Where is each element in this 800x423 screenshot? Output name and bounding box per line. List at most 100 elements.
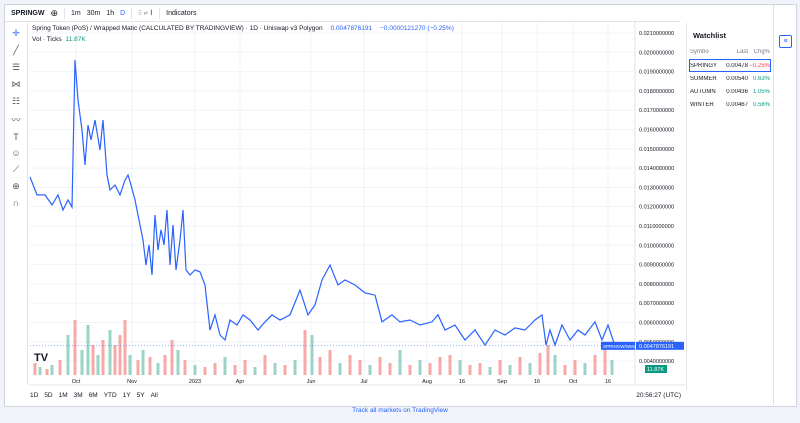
range[interactable]: All [150,391,158,399]
tool-emoji[interactable]: ☺ [11,148,21,158]
range[interactable]: YTD [103,391,117,399]
y-tick-label: 0.0040000000 [639,359,674,365]
range[interactable]: 1D [30,391,39,399]
tool-magnet[interactable]: ∩ [12,198,20,208]
volume-bar [388,363,392,375]
range[interactable]: 5Y [136,391,145,399]
tool-text[interactable]: T [13,132,19,142]
column-header: Chg% [753,48,770,55]
volume-bar [163,355,167,375]
interval[interactable]: 30m [86,9,101,17]
cell: 0.58% [752,101,770,108]
tool-cursor[interactable]: ✛ [12,28,20,38]
volume-bar [58,360,62,375]
add-symbol[interactable]: ⊕ [50,7,58,18]
volume-bar [113,345,117,375]
price-line [29,59,616,347]
y-tick-label: 0.0120000000 [639,205,674,211]
tool-ruler[interactable]: ⟋ [12,164,20,174]
range[interactable]: 6M [88,391,98,399]
tool-line[interactable]: ╱ [13,45,19,55]
volume-tag-label: 11.87K [647,367,664,373]
tool-fib[interactable]: ☰ [11,62,21,72]
range[interactable]: 5D [44,391,53,399]
chart-style[interactable]: ⫶⫶ ⩫ ⌇ [138,9,154,17]
y-tick-label: 0.0100000000 [639,243,674,249]
cell: 0.63% [752,75,770,82]
y-tick-label: 0.0080000000 [639,282,674,288]
x-tick-label: Sep [497,379,507,385]
cell: 0.00478 [726,62,748,69]
tool-pattern[interactable]: ⋈ [11,79,21,89]
interval[interactable]: 1m [71,9,81,17]
interval[interactable]: 1h [106,9,115,17]
volume-bar [193,365,197,375]
volume-bar [303,330,307,375]
watchlist-button[interactable]: ≡ [779,35,792,48]
volume-bar [66,335,70,375]
y-tick-label: 0.0160000000 [639,127,674,133]
volume-bar [223,357,227,375]
volume-bar [136,360,140,375]
volume-bar [33,363,37,375]
volume-bar [458,360,462,375]
volume-bar [73,320,77,375]
price-tag-label: 0.0047876191 [639,344,674,350]
separator [64,7,65,19]
indicators[interactable]: Indicators [166,9,197,17]
volume-bar [128,355,132,375]
volume-bar [273,363,277,375]
tool-zoom[interactable]: ⊕ [12,181,20,191]
volume-bar [233,365,237,375]
volume-bar [86,325,90,375]
volume-bar [118,335,122,375]
watchlist-row[interactable]: SUMMER 0.00540 0.63% [690,73,770,84]
volume-bar [573,360,577,375]
volume-bar [593,355,597,375]
tool-list: ✛ ╱ ☰ ⋈ ☷ 〰 T ☺ ⟋ ⊕ ∩ [5,23,27,208]
y-tick-label: 0.0110000000 [639,224,674,230]
volume-bar [183,360,187,375]
watchlist-row[interactable]: AUTUMN 0.00436 1.05% [690,86,770,97]
volume-bar [156,363,160,375]
column-header: Last [736,48,748,55]
volume-bar [528,363,532,375]
x-tick-label: Apr [236,379,245,385]
watchlist-row[interactable]: SPRINGY 0.00478 −0.25% [689,59,771,72]
tool-brush[interactable]: 〰 [11,115,21,125]
volume-bar [96,355,100,375]
separator [131,7,133,19]
toolbar: SPRINGW ⊕ 1m 30m 1h D ⫶⫶ ⩫ ⌇ Indicators [5,5,680,22]
cell: 0.00467 [726,101,748,108]
y-tick-label: 0.0070000000 [639,301,674,307]
x-tick-label: Oct [569,379,578,385]
legend-change: −0.0000121270 (−0.25%) [380,25,454,32]
volume-bar [141,350,145,375]
volume-bar [610,360,614,375]
clock: 20:56:27 (UTC) [636,391,681,399]
volume-bar [546,345,550,375]
y-tick-label: 0.0210000000 [639,31,674,37]
volume-tag [645,365,667,373]
watchlist-row[interactable]: WINTER 0.00467 0.58% [690,99,770,110]
volume-bar [176,350,180,375]
right-sidebar: ≡ [773,5,796,405]
volume-bar [468,365,472,375]
range[interactable]: 1Y [122,391,131,399]
tool-projection[interactable]: ☷ [11,96,21,106]
symbol[interactable]: SPRINGW [11,9,45,17]
drawing-tools: ✛ ╱ ☰ ⋈ ☷ 〰 T ☺ ⟋ ⊕ ∩ [5,23,28,385]
x-tick-label: 16 [534,379,540,385]
watchlist: Watchlist Symbo Last Chg% SPRINGY 0.00478 −0… [686,23,773,390]
column-header: Symbo [690,48,709,55]
watchlist-header: Symbo Last Chg% [690,46,770,57]
range[interactable]: 1M [58,391,68,399]
volume-value: 11.87K [65,36,86,43]
interval[interactable]: D [120,9,126,17]
separator [159,7,161,19]
volume-bar [428,363,432,375]
range[interactable]: 3M [73,391,83,399]
cell: SUMMER [690,75,717,82]
cell: 0.00436 [726,88,748,95]
footer-link[interactable]: Track all markets on TradingView [352,407,448,414]
